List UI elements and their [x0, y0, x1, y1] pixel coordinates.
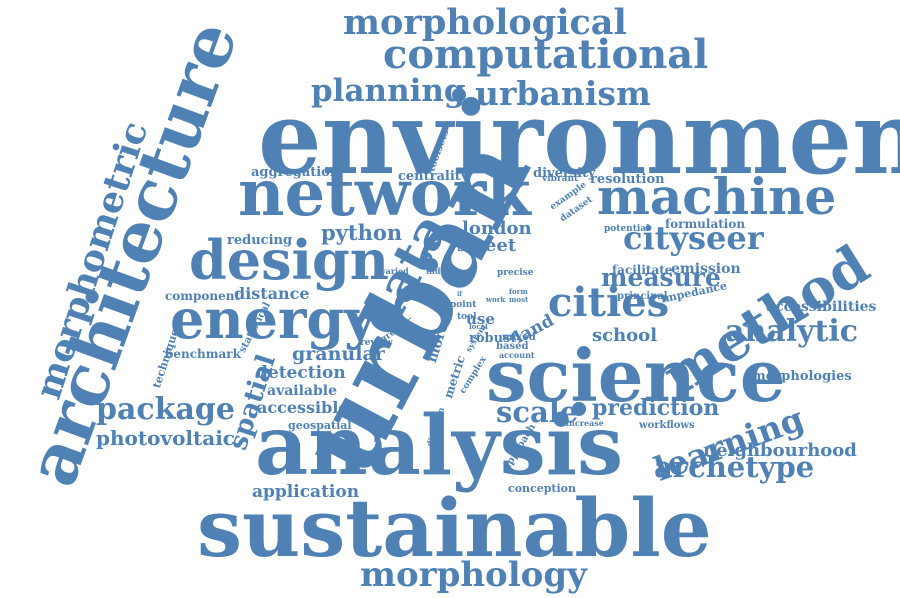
cloud-word-reducing: reducing — [227, 233, 293, 248]
cloud-word-photovoltaic: photovoltaic — [96, 426, 235, 450]
cloud-word-school: school — [592, 325, 658, 346]
cloud-word-london: london — [462, 218, 532, 239]
cloud-word-local: local — [469, 322, 488, 331]
cloud-word-account: account — [499, 350, 535, 360]
cloud-word-benchmark: benchmark — [165, 347, 241, 361]
cloud-word-robust: robust — [469, 331, 517, 346]
cloud-word-work: work — [486, 295, 506, 304]
cloud-dot — [424, 258, 438, 272]
cloud-word-detection: detection — [256, 363, 346, 383]
cloud-word-precise: precise — [497, 268, 534, 278]
cloud-word-use: use — [466, 310, 495, 328]
cloud-word-review: review — [360, 338, 393, 348]
cloud-word-application: application — [252, 482, 360, 502]
cloud-word-cityseer: cityseer — [623, 219, 764, 257]
cloud-word-vibrant: vibrant — [542, 174, 579, 184]
cloud-word-component: component — [165, 289, 241, 303]
cloud-word-measure: measure — [601, 263, 721, 292]
cloud-word-scale: scale — [496, 395, 579, 429]
cloud-word-network: network — [238, 156, 531, 231]
cloud-word-accessible: accessible — [257, 398, 349, 417]
cloud-word-package: package — [96, 392, 235, 427]
cloud-word-distance: distance — [234, 284, 310, 303]
cloud-word-environment: environment — [258, 79, 900, 197]
cloud-word-potential: potential — [604, 224, 650, 234]
cloud-word-sustainable: sustainable — [197, 481, 712, 575]
cloud-word-based: based — [496, 341, 529, 352]
cloud-word-energy: energy — [170, 287, 376, 351]
cloud-word-design: design — [189, 228, 390, 292]
cloud-word-form: form — [509, 287, 528, 296]
cloud-word-principal: principal — [617, 291, 668, 302]
cloud-word-formulation: formulation — [665, 217, 746, 231]
cloud-word-increase: increase — [566, 418, 604, 428]
cloud-word-archetype: archetype — [654, 450, 815, 484]
cloud-word-geospatial: geospatial — [288, 419, 352, 432]
cloud-word-machine: machine — [597, 167, 837, 226]
cloud-word-tool: tool — [457, 312, 477, 322]
cloud-word-diversity: diversity — [533, 166, 596, 181]
cloud-dot — [452, 88, 466, 102]
cloud-word-centrality: centrality — [398, 169, 469, 184]
cloud-word-emission: emission — [671, 261, 741, 277]
cloud-word-planning: planning — [311, 73, 466, 109]
cloud-word-accessibilities: accessibilities — [766, 299, 877, 315]
cloud-word-available: available — [267, 383, 337, 399]
cloud-word-street: street — [457, 235, 517, 256]
cloud-word-indice: indice — [426, 266, 454, 276]
cloud-word-granular: granular — [292, 343, 385, 365]
cloud-word-varied: varied — [381, 266, 409, 276]
cloud-word-science: science — [486, 333, 786, 418]
cloud-word-conception: conception — [508, 482, 577, 495]
cloud-word-if: if — [457, 291, 462, 298]
cloud-word-most: most — [509, 295, 529, 304]
cloud-word-neighbourhood: neighbourhood — [703, 440, 857, 461]
cloud-word-analysis: analysis — [255, 398, 624, 494]
cloud-word-morphologies: morphologies — [752, 369, 852, 384]
cloud-word-analytic: analytic — [725, 314, 859, 349]
cloud-word-facilitate: facilitate — [612, 263, 673, 277]
cloud-word-mixed: mixed — [502, 332, 536, 343]
cloud-word-prediction: prediction — [592, 395, 720, 421]
cloud-word-cities: cities — [548, 279, 670, 326]
cloud-word-computational: computational — [383, 31, 709, 78]
cloud-dot — [572, 402, 586, 416]
cloud-word-morphology: morphology — [360, 555, 587, 595]
cloud-word-python: python — [321, 220, 403, 245]
cloud-word-morphological: morphological — [343, 2, 627, 43]
cloud-word-point: point — [450, 300, 477, 310]
cloud-word-aggregation: aggregation — [251, 165, 340, 180]
cloud-word-resolution: resolution — [590, 172, 665, 187]
cloud-word-dense: dense — [447, 274, 474, 284]
cloud-word-workflows: workflows — [639, 420, 695, 431]
cloud-word-urbanism: urbanism — [475, 74, 651, 113]
